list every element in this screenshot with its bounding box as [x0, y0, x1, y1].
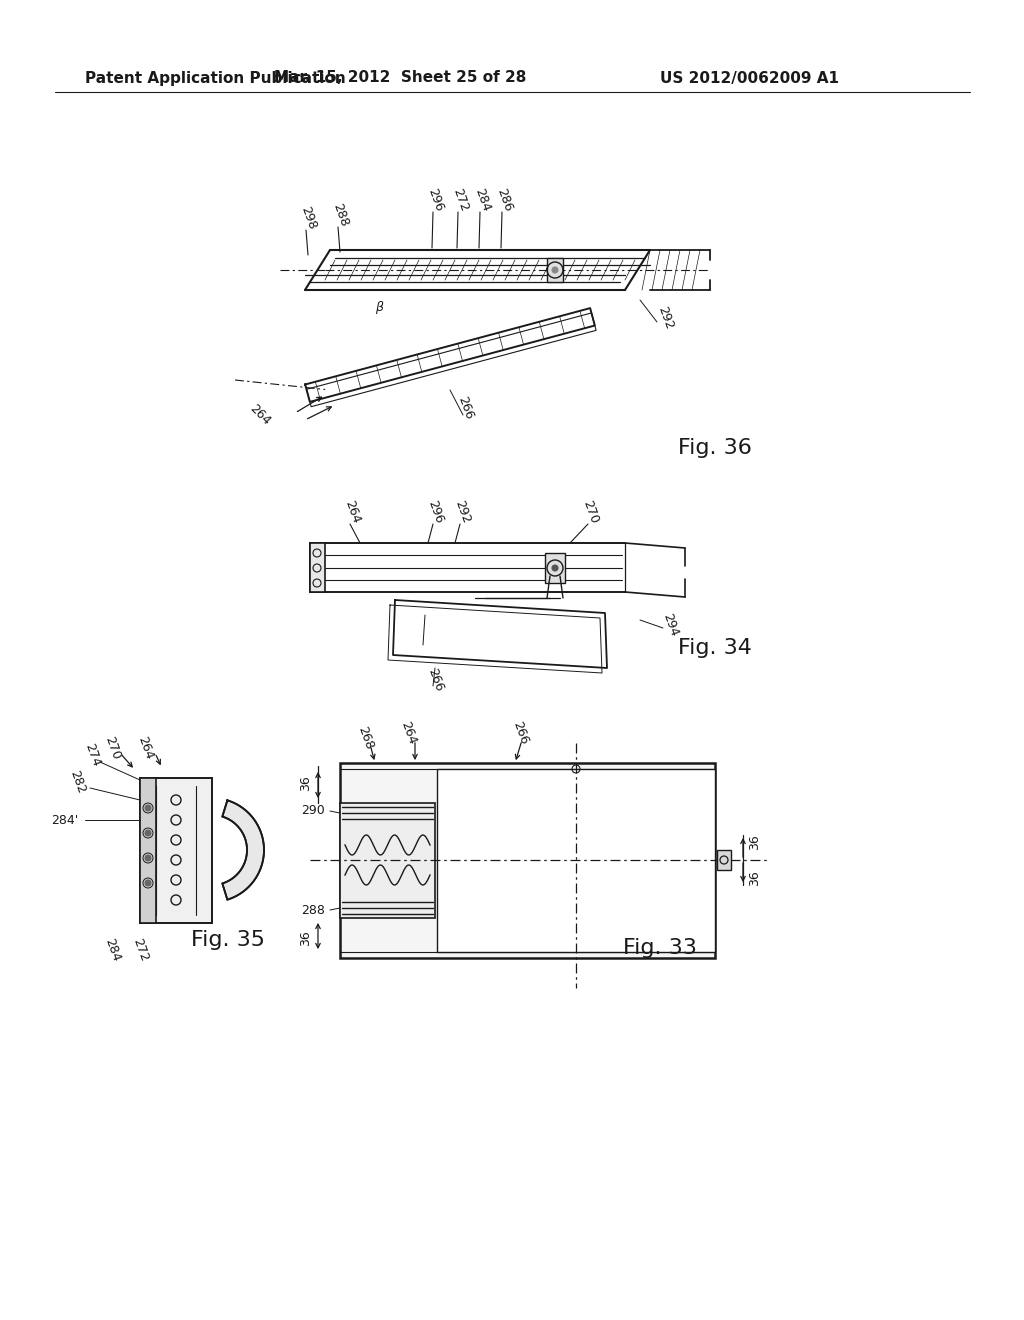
Text: 284: 284: [101, 937, 122, 964]
Text: 270: 270: [580, 499, 600, 525]
Bar: [310, 543, 325, 591]
Bar: [547, 257, 563, 282]
Polygon shape: [222, 800, 264, 900]
Bar: [340, 763, 715, 958]
Text: 272: 272: [450, 186, 470, 214]
Text: 288: 288: [330, 202, 350, 228]
Text: 268: 268: [355, 725, 375, 751]
Text: 264: 264: [342, 499, 362, 525]
Circle shape: [552, 565, 558, 572]
Bar: [545, 553, 565, 583]
Text: 296: 296: [425, 186, 445, 214]
Bar: [717, 850, 731, 870]
Text: 292: 292: [655, 305, 675, 331]
Text: 264: 264: [247, 403, 273, 428]
Text: Patent Application Publication: Patent Application Publication: [85, 70, 346, 86]
Text: $\beta$: $\beta$: [375, 300, 385, 317]
Bar: [140, 777, 156, 923]
Text: 288: 288: [301, 903, 325, 916]
Circle shape: [145, 855, 151, 861]
Text: Fig. 33: Fig. 33: [623, 939, 697, 958]
Text: 284': 284': [51, 813, 78, 826]
Text: 296: 296: [425, 499, 445, 525]
Text: 36: 36: [299, 775, 312, 791]
Text: 284: 284: [472, 186, 493, 214]
Text: Mar. 15, 2012  Sheet 25 of 28: Mar. 15, 2012 Sheet 25 of 28: [273, 70, 526, 86]
Text: 264: 264: [135, 735, 156, 762]
Circle shape: [145, 880, 151, 886]
Text: Fig. 36: Fig. 36: [678, 438, 752, 458]
Text: 264: 264: [398, 719, 418, 746]
Text: 266: 266: [510, 719, 530, 746]
Circle shape: [145, 830, 151, 836]
Text: 36: 36: [749, 834, 762, 850]
Text: 274: 274: [82, 742, 102, 768]
Bar: [140, 777, 212, 923]
Text: 272: 272: [130, 937, 151, 964]
Text: 294: 294: [659, 611, 680, 639]
Bar: [437, 770, 715, 952]
Circle shape: [552, 267, 558, 273]
Text: 292: 292: [452, 499, 472, 525]
Text: 270: 270: [101, 734, 122, 762]
Circle shape: [145, 805, 151, 810]
Text: Fig. 35: Fig. 35: [191, 931, 265, 950]
Text: Fig. 34: Fig. 34: [678, 638, 752, 657]
Text: 266: 266: [455, 395, 475, 421]
Text: 282: 282: [67, 768, 87, 796]
Text: 298: 298: [298, 205, 318, 231]
Text: 36: 36: [749, 870, 762, 886]
Text: US 2012/0062009 A1: US 2012/0062009 A1: [660, 70, 839, 86]
Text: 266: 266: [425, 667, 445, 693]
Bar: [340, 803, 435, 917]
Text: 286: 286: [494, 186, 514, 214]
Text: 36: 36: [299, 931, 312, 946]
Text: 290: 290: [301, 804, 325, 817]
